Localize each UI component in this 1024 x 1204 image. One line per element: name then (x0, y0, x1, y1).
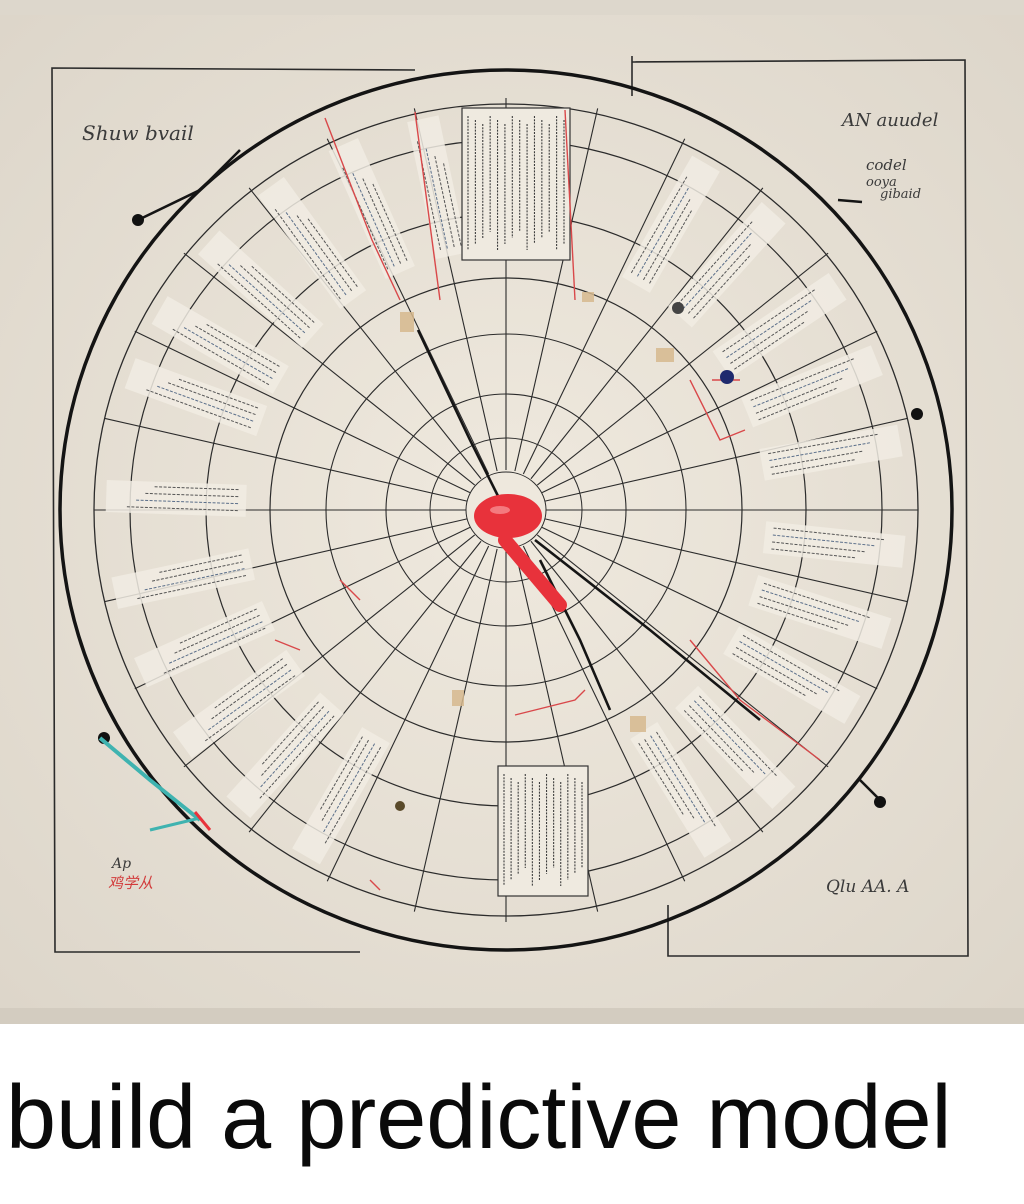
red-pushpin-icon (474, 494, 567, 612)
red-marks (274, 109, 821, 891)
handwriting-top-right-3: ooya (866, 175, 897, 190)
teal-marker (98, 736, 212, 832)
whiteboard-photo: Shuw bvail AN auudel codel ooya gibaid A… (0, 0, 1024, 1024)
bottom-card (497, 765, 589, 897)
handwriting-top-left: Shuw bvail (82, 121, 194, 145)
handwriting-top-right-2: codel (866, 156, 907, 174)
handwriting-bottom-right: Qlu AA. A (826, 877, 909, 897)
caption: build a predictive model (6, 1068, 952, 1168)
tape (400, 292, 674, 732)
handwriting-bottom-left-1: Ap (110, 856, 131, 872)
handwriting-bottom-left-2: 鸡学从 (108, 874, 153, 892)
top-card (461, 107, 571, 261)
handwriting-top-right-1: AN auudel (840, 110, 939, 131)
handwriting-top-right-4: gibaid (880, 187, 921, 202)
pins (98, 214, 923, 811)
note-cards (105, 115, 906, 865)
